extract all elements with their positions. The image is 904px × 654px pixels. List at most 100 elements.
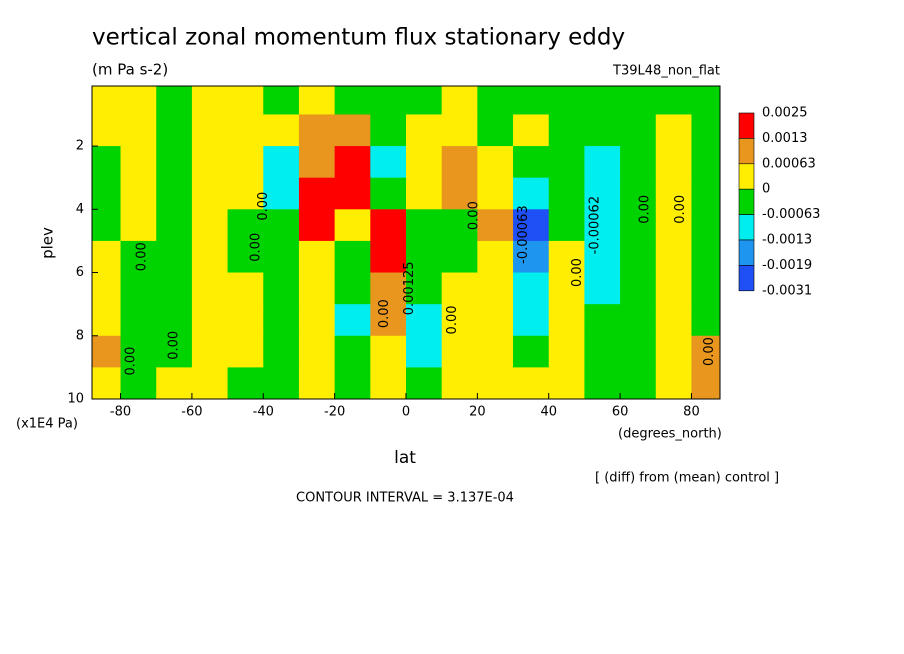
- field-cell: [298, 146, 336, 179]
- field-cell: [584, 335, 621, 368]
- field-cell: [655, 177, 692, 210]
- colorbar-label: 0: [762, 182, 770, 197]
- field-cell: [227, 240, 264, 274]
- x-tick-label: -60: [181, 405, 202, 420]
- field-cell: [298, 240, 336, 274]
- field-cell: [655, 240, 692, 274]
- field-cell: [156, 209, 193, 242]
- field-cell: [334, 367, 371, 399]
- field-cell: [298, 114, 336, 147]
- field-cell: [691, 114, 720, 147]
- field-cell: [298, 209, 336, 242]
- field-cell: [584, 177, 621, 210]
- field-cell: [406, 114, 443, 147]
- field-cell: [620, 272, 657, 305]
- field-cell: [513, 367, 550, 399]
- field-cell: [655, 114, 692, 147]
- colorbar-label: -0.00063: [762, 207, 820, 222]
- field-cell: [334, 209, 371, 242]
- chart-title: vertical zonal momentum flux stationary …: [92, 25, 625, 51]
- field-cell: [441, 114, 478, 147]
- field-cell: [406, 146, 443, 179]
- field-cell: [334, 177, 371, 210]
- colorbar-box: [738, 239, 755, 266]
- field-cell: [370, 335, 407, 368]
- field-cell: [120, 209, 157, 242]
- field-cell: [441, 272, 478, 305]
- field-cell: [334, 304, 371, 337]
- field-cell: [191, 367, 229, 399]
- field-cell: [227, 272, 264, 305]
- field-cell: [298, 177, 336, 210]
- colorbar-label: -0.0031: [762, 283, 812, 298]
- y-tick-label: 6: [76, 265, 84, 280]
- contour-label: 0.00: [638, 195, 653, 224]
- colorbar-label: -0.0019: [762, 258, 812, 273]
- field-cell: [191, 272, 229, 305]
- field-cell: [584, 367, 621, 399]
- x-units: (degrees_north): [618, 427, 722, 442]
- field-cell: [156, 304, 193, 337]
- field-cell: [620, 335, 657, 368]
- contour-label: 0.00: [167, 331, 182, 360]
- field-cell: [441, 177, 478, 210]
- field-cell: [406, 272, 443, 305]
- field-cell: [513, 272, 550, 305]
- field-cell: [406, 86, 443, 115]
- run-label: T39L48_non_flat: [612, 64, 720, 79]
- field-cell: [120, 335, 157, 368]
- field-cell: [191, 304, 229, 337]
- field-cell: [120, 367, 157, 399]
- field-cell: [620, 114, 657, 147]
- y-tick-label: 2: [76, 139, 84, 154]
- colorbar-box: [738, 265, 755, 292]
- y-units: (x1E4 Pa): [16, 417, 78, 432]
- field-cell: [477, 272, 514, 305]
- field-cell: [370, 240, 407, 274]
- field-cell: [191, 177, 229, 210]
- x-tick-label: 20: [469, 405, 486, 420]
- field-cell: [441, 335, 478, 368]
- field-cell: [263, 335, 300, 368]
- field-cell: [227, 209, 264, 242]
- field-cell: [513, 146, 550, 179]
- field-cell: [584, 240, 621, 274]
- field-cell: [655, 272, 692, 305]
- field-cell: [263, 304, 300, 337]
- field-cell: [548, 146, 585, 179]
- field-cell: [548, 86, 585, 115]
- field-cell: [92, 335, 122, 368]
- contour-label: 0.00: [377, 299, 392, 328]
- contour-interval: CONTOUR INTERVAL = 3.137E-04: [296, 491, 514, 506]
- contour-label: 0.00125: [402, 261, 417, 315]
- field-cell: [191, 146, 229, 179]
- field-cell: [120, 304, 157, 337]
- field-cell: [477, 209, 514, 242]
- x-tick-label: -40: [253, 405, 274, 420]
- contour-label: 0.00: [256, 192, 271, 221]
- contour-label: 0.00: [445, 305, 460, 334]
- contour-label: 0.00: [124, 347, 139, 376]
- field-cell: [298, 335, 336, 368]
- contour-label: 0.00: [466, 201, 481, 230]
- field-cell: [548, 177, 585, 210]
- field-cell: [370, 209, 407, 242]
- field-cell: [370, 272, 407, 305]
- field-cell: [691, 272, 720, 305]
- field-cell: [156, 146, 193, 179]
- field-cell: [370, 177, 407, 210]
- field-cell: [513, 304, 550, 337]
- field-cell: [584, 114, 621, 147]
- field-cell: [584, 86, 621, 115]
- field-cell: [92, 272, 122, 305]
- contour-label: 0.00: [249, 233, 264, 262]
- field-cell: [513, 240, 550, 274]
- field-cell: [477, 114, 514, 147]
- field-cell: [227, 86, 264, 115]
- field-cell: [227, 335, 264, 368]
- field-cell: [620, 86, 657, 115]
- field-cell: [227, 367, 264, 399]
- field-cell: [227, 177, 264, 210]
- field-cell: [620, 177, 657, 210]
- contour-label: -0.00063: [516, 205, 531, 263]
